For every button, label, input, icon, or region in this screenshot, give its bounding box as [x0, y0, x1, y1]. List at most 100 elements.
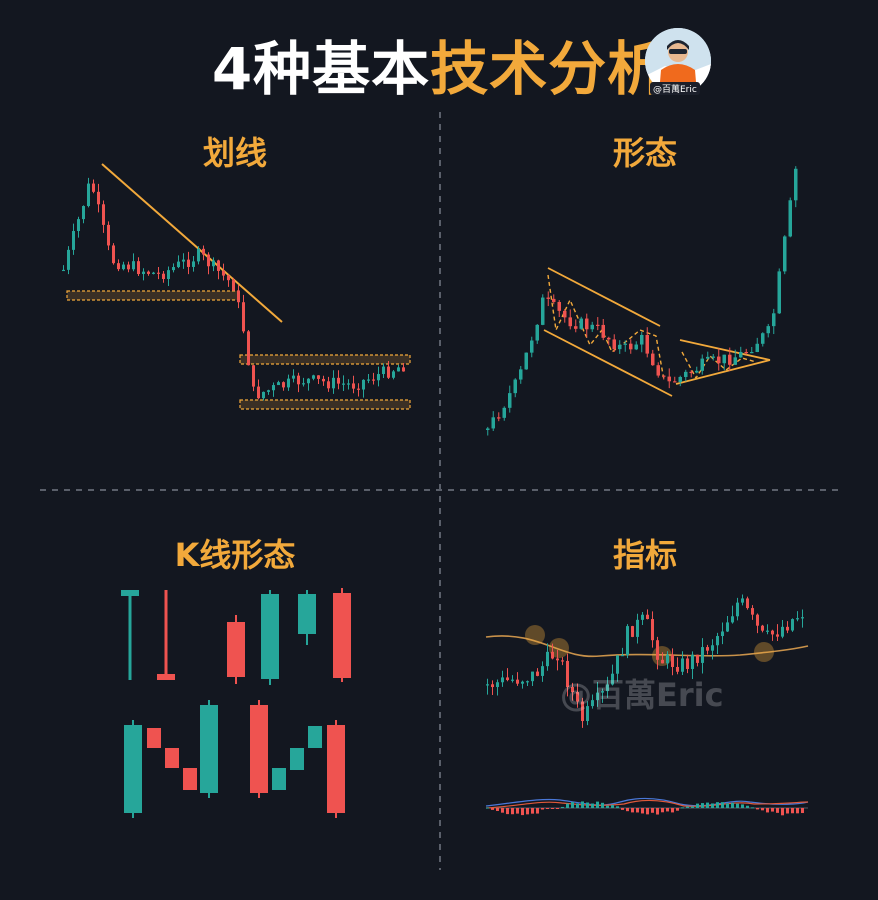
candle-body — [611, 673, 614, 685]
candle-body — [122, 264, 125, 270]
macd-histogram-bar — [706, 802, 709, 808]
candle-body — [62, 269, 65, 272]
quadrant-title-patterns: 形态 — [612, 134, 677, 172]
triangle-upper-line — [679, 339, 771, 361]
candle-body — [761, 333, 765, 344]
candle-body — [596, 692, 599, 701]
candle-body — [791, 619, 794, 631]
candle-body — [307, 378, 310, 384]
candle-body — [579, 318, 583, 329]
resistance-zone — [66, 290, 240, 301]
candle-body — [486, 684, 489, 686]
quadrant-title-lines: 划线 — [202, 134, 267, 172]
macd-histogram-bar — [716, 802, 719, 808]
candle-body — [626, 626, 629, 656]
candle-body — [621, 655, 624, 657]
candle-body — [357, 388, 360, 390]
macd-histogram-bar — [596, 801, 599, 808]
candle-body — [634, 344, 638, 350]
macd-histogram-bar — [801, 808, 804, 814]
candle-body — [711, 645, 714, 651]
bear-candle — [165, 748, 179, 768]
candle-body — [666, 654, 669, 664]
macd-histogram-bar — [611, 804, 614, 808]
candle-body — [342, 383, 345, 385]
candle-body — [586, 706, 589, 722]
candle-body — [576, 692, 579, 702]
candle-body — [513, 379, 517, 394]
macd-histogram-bar — [616, 806, 619, 808]
candle-body — [491, 684, 494, 688]
moving-average-line — [485, 635, 809, 658]
candle-body — [372, 379, 375, 381]
candle-body — [516, 679, 519, 684]
macd-histogram-bar — [756, 808, 759, 810]
macd-histogram-bar — [676, 808, 679, 811]
candle-body — [117, 263, 120, 270]
macd-histogram-bar — [671, 808, 674, 813]
candle-body — [137, 261, 140, 275]
candle-body — [322, 378, 325, 382]
macd-histogram-bar — [776, 808, 779, 813]
candle-body — [521, 681, 524, 684]
macd-histogram-bar — [531, 808, 534, 814]
candle-body — [526, 681, 529, 683]
candle-body — [292, 375, 295, 379]
candle-body — [601, 324, 605, 338]
macd-histogram-bar — [631, 808, 634, 813]
quadrant-title-candlestick-patterns: K线形态 — [174, 536, 296, 574]
candle-body — [706, 356, 710, 359]
candle-body — [232, 280, 235, 291]
candle-body — [187, 259, 190, 267]
macd-histogram-bar — [546, 808, 549, 809]
candle-body — [262, 391, 265, 399]
candle-body — [766, 630, 769, 632]
candle-body — [511, 679, 514, 681]
candle-body — [601, 691, 604, 693]
macd-histogram-bar — [781, 808, 784, 816]
macd-histogram-bar — [726, 803, 729, 808]
bear-candle — [183, 768, 197, 790]
macd-histogram-bar — [526, 808, 529, 815]
candle-body — [222, 270, 225, 276]
candle-body — [766, 326, 770, 334]
candle-body — [551, 651, 554, 659]
candle-body — [142, 271, 145, 275]
candle-body — [571, 687, 574, 693]
macd-histogram-bar — [576, 803, 579, 808]
candle-body — [711, 356, 715, 358]
bull-candle — [261, 594, 279, 679]
title-part-gold: 技术分析 — [430, 35, 667, 103]
candle-body — [502, 407, 506, 418]
candle-body — [676, 666, 679, 672]
candle-body — [182, 259, 185, 262]
candle-body — [506, 677, 509, 681]
macd-histogram-bar — [796, 808, 799, 814]
candle-body — [607, 337, 611, 340]
candle-body — [585, 318, 589, 330]
candle-body — [102, 204, 105, 225]
macd-panel — [485, 797, 809, 816]
macd-histogram-bar — [721, 802, 724, 808]
candle-body — [287, 378, 290, 388]
candle-body — [636, 619, 639, 637]
candle-body — [312, 375, 315, 379]
candle-body — [317, 375, 320, 379]
candle-body — [606, 684, 609, 692]
candle-body — [535, 324, 539, 341]
macd-histogram-bar — [486, 807, 489, 809]
macd-histogram-bar — [636, 808, 639, 813]
candle-body — [563, 310, 567, 318]
macd-histogram-bar — [661, 808, 664, 813]
candle-body — [387, 366, 390, 378]
candle-body — [157, 272, 160, 274]
candle-body — [392, 371, 395, 378]
candle-body — [531, 671, 534, 682]
candle-body — [618, 344, 622, 350]
candle-body — [741, 598, 744, 603]
candle-body — [700, 358, 704, 371]
candle-body — [631, 626, 634, 637]
macd-histogram-bar — [601, 802, 604, 808]
candle-body — [367, 379, 370, 381]
